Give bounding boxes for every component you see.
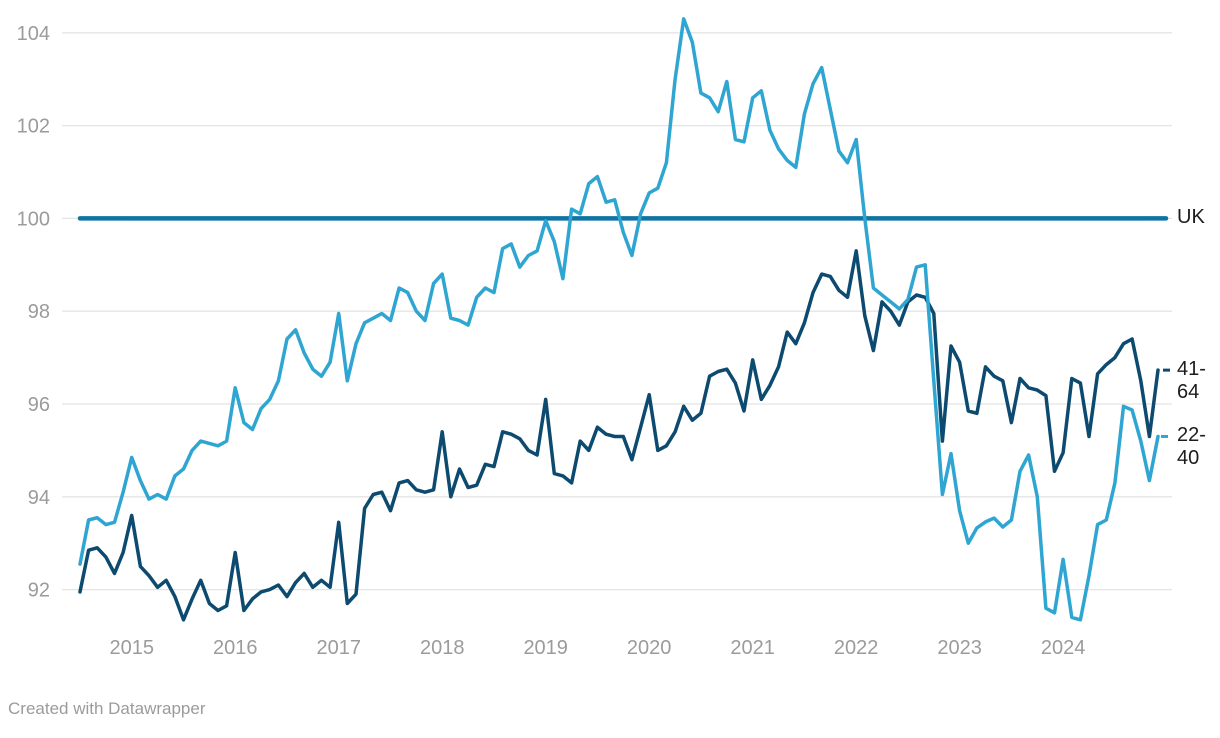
y-axis-tick-96: 96 [28,394,50,416]
y-axis-tick-94: 94 [28,487,50,509]
series-end-label-uk-text: UK [1177,206,1205,229]
x-axis-tick-2022: 2022 [834,637,879,659]
y-axis-tick-92: 92 [28,580,50,602]
series-line-22-40 [78,17,1160,622]
series-end-label-uk: UK [1177,206,1205,229]
x-axis-tick-2024: 2024 [1041,637,1086,659]
series-end-label-22-40-line2: 40 [1177,447,1200,470]
datawrapper-credit: Created with Datawrapper [8,699,206,718]
y-axis-tick-102: 102 [17,116,50,138]
x-axis-tick-2017: 2017 [316,637,361,659]
x-axis-tick-2021: 2021 [730,637,775,659]
x-axis-tick-2023: 2023 [937,637,982,659]
y-axis-tick-104: 104 [17,23,50,45]
x-axis-tick-2020: 2020 [627,637,672,659]
y-axis-tick-100: 100 [17,208,50,230]
series-end-label-22-40-line1: 22- [1177,424,1206,447]
series-line-41-64 [78,249,1160,622]
x-axis-tick-2015: 2015 [109,637,154,659]
x-axis-tick-2016: 2016 [213,637,258,659]
series-end-label-22-40: 22- 40 [1177,424,1206,470]
series-end-label-41-64-line2: 64 [1177,381,1200,404]
series-end-label-41-64: 41- 64 [1177,358,1206,404]
x-axis-tick-2018: 2018 [420,637,465,659]
series-end-label-41-64-line1: 41- [1177,358,1206,381]
y-axis-tick-98: 98 [28,301,50,323]
x-axis-tick-2019: 2019 [523,637,568,659]
